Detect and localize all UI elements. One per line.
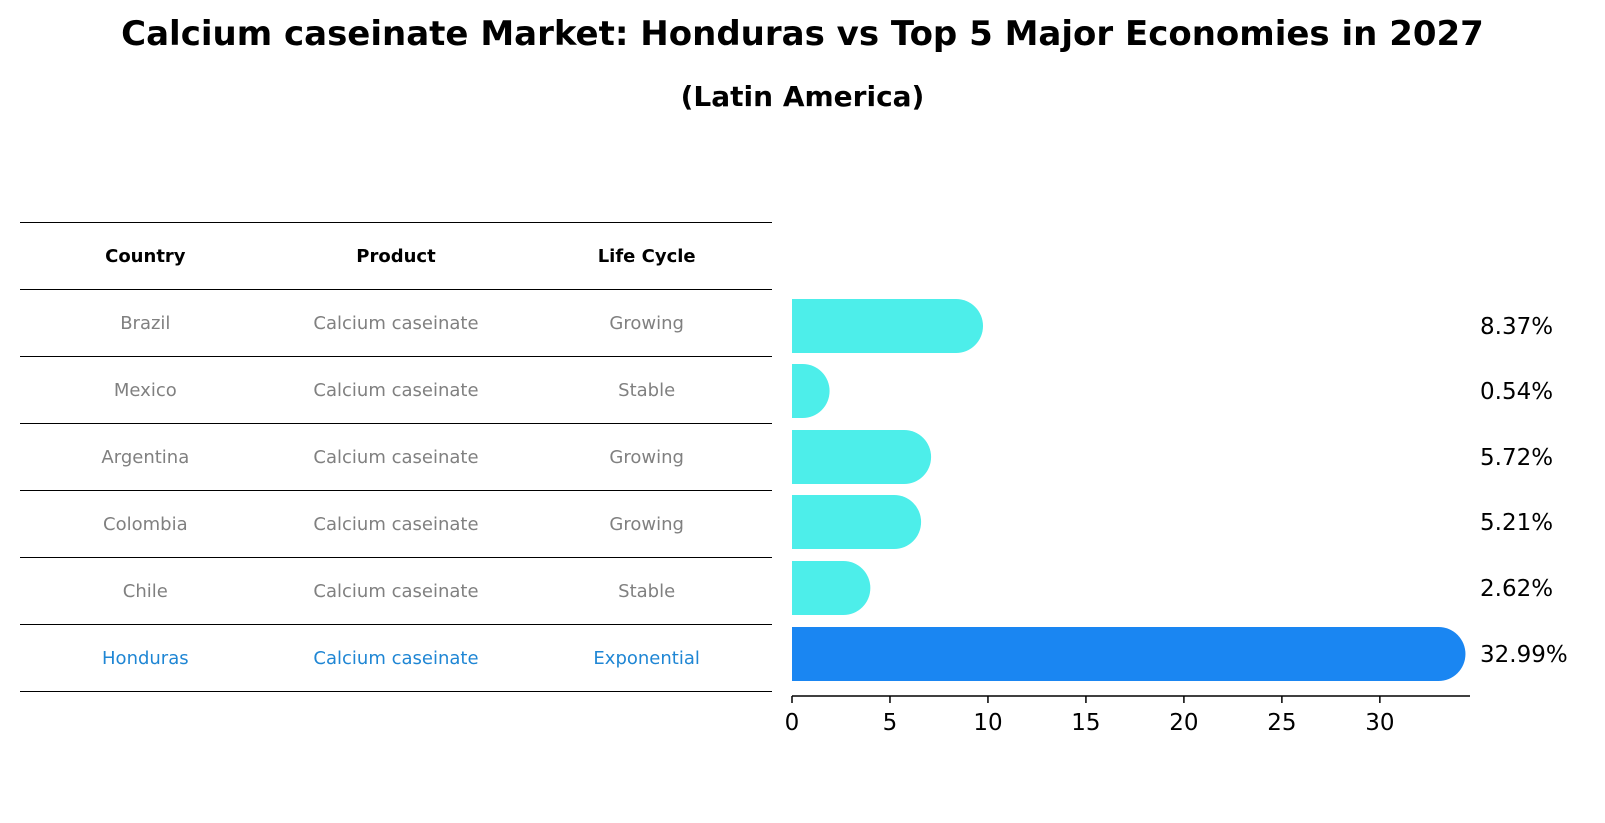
cell-country: Chile [20, 557, 271, 625]
table-row: Mexico Calcium caseinate Stable [20, 356, 772, 424]
bar [792, 299, 984, 353]
cell-product: Calcium caseinate [270, 624, 522, 692]
cell-product: Calcium caseinate [270, 356, 522, 424]
value-label: 5.72% [1480, 445, 1553, 471]
value-label: 5.21% [1480, 510, 1553, 536]
table-row: Chile Calcium caseinate Stable [20, 557, 772, 625]
cell-life-cycle: Growing [521, 490, 772, 558]
table-row: Argentina Calcium caseinate Growing [20, 423, 772, 491]
data-table: Country Product Life Cycle Brazil Calciu… [20, 222, 772, 692]
cell-country: Brazil [20, 289, 271, 357]
cell-life-cycle: Stable [521, 356, 772, 424]
x-tick-label: 0 [785, 710, 800, 736]
value-label: 2.62% [1480, 576, 1553, 602]
cell-country: Honduras [20, 624, 271, 692]
bar [792, 561, 871, 615]
x-tick-label: 10 [973, 710, 1002, 736]
value-label: 32.99% [1480, 642, 1568, 668]
chart-subtitle: (Latin America) [680, 80, 925, 113]
x-tick-label: 15 [1071, 710, 1100, 736]
table-row: Brazil Calcium caseinate Growing [20, 289, 772, 357]
cell-product: Calcium caseinate [270, 423, 522, 491]
cell-country: Colombia [20, 490, 271, 558]
x-tick-label: 20 [1169, 710, 1198, 736]
table-row: Colombia Calcium caseinate Growing [20, 490, 772, 558]
chart-title: Calcium caseinate Market: Honduras vs To… [121, 14, 1484, 54]
header-life-cycle: Life Cycle [521, 222, 772, 290]
bar [792, 495, 922, 549]
cell-country: Mexico [20, 356, 271, 424]
table-header-row: Country Product Life Cycle [20, 222, 772, 290]
bar-highlight [792, 627, 1466, 681]
bar [792, 364, 830, 418]
cell-country: Argentina [20, 423, 271, 491]
x-tick-label: 30 [1365, 710, 1394, 736]
cell-life-cycle: Exponential [521, 624, 772, 692]
x-tick-label: 5 [883, 710, 898, 736]
header-product: Product [270, 222, 522, 290]
value-label: 0.54% [1480, 379, 1553, 405]
header-country: Country [20, 222, 271, 290]
cell-life-cycle: Growing [521, 289, 772, 357]
cell-life-cycle: Stable [521, 557, 772, 625]
bar [792, 430, 932, 484]
cell-product: Calcium caseinate [270, 289, 522, 357]
table-row-highlight: Honduras Calcium caseinate Exponential [20, 624, 772, 692]
cell-product: Calcium caseinate [270, 557, 522, 625]
x-tick-label: 25 [1267, 710, 1296, 736]
cell-product: Calcium caseinate [270, 490, 522, 558]
value-label: 8.37% [1480, 314, 1553, 340]
cell-life-cycle: Growing [521, 423, 772, 491]
